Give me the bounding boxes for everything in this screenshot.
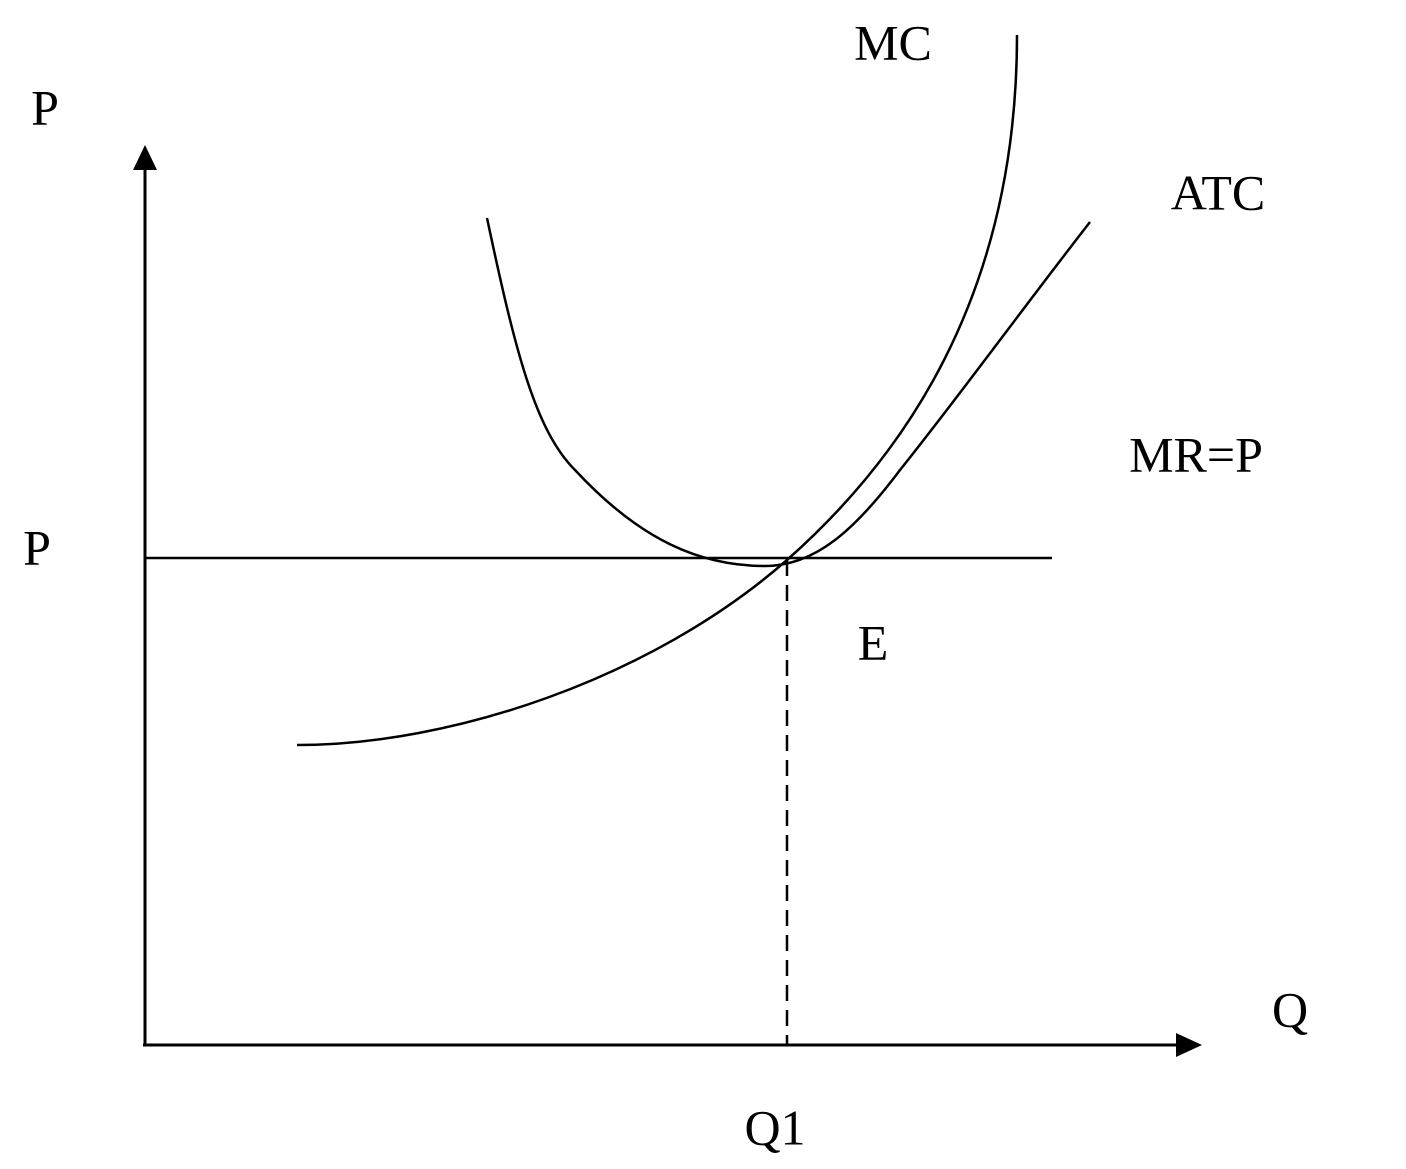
x-axis-arrow bbox=[1176, 1033, 1202, 1057]
mc-label: MC bbox=[854, 14, 932, 70]
atc-label: ATC bbox=[1171, 164, 1265, 220]
mc-curve bbox=[296, 34, 1019, 747]
price-label: P bbox=[23, 519, 51, 575]
y-axis-arrow bbox=[133, 145, 157, 170]
mr-label: MR=P bbox=[1129, 426, 1263, 482]
atc-curve bbox=[485, 217, 1091, 568]
quantity-label: Q1 bbox=[744, 1099, 805, 1155]
x-axis-label: Q bbox=[1272, 981, 1308, 1037]
equilibrium-label: E bbox=[858, 614, 889, 670]
y-axis-label: P bbox=[31, 79, 59, 135]
